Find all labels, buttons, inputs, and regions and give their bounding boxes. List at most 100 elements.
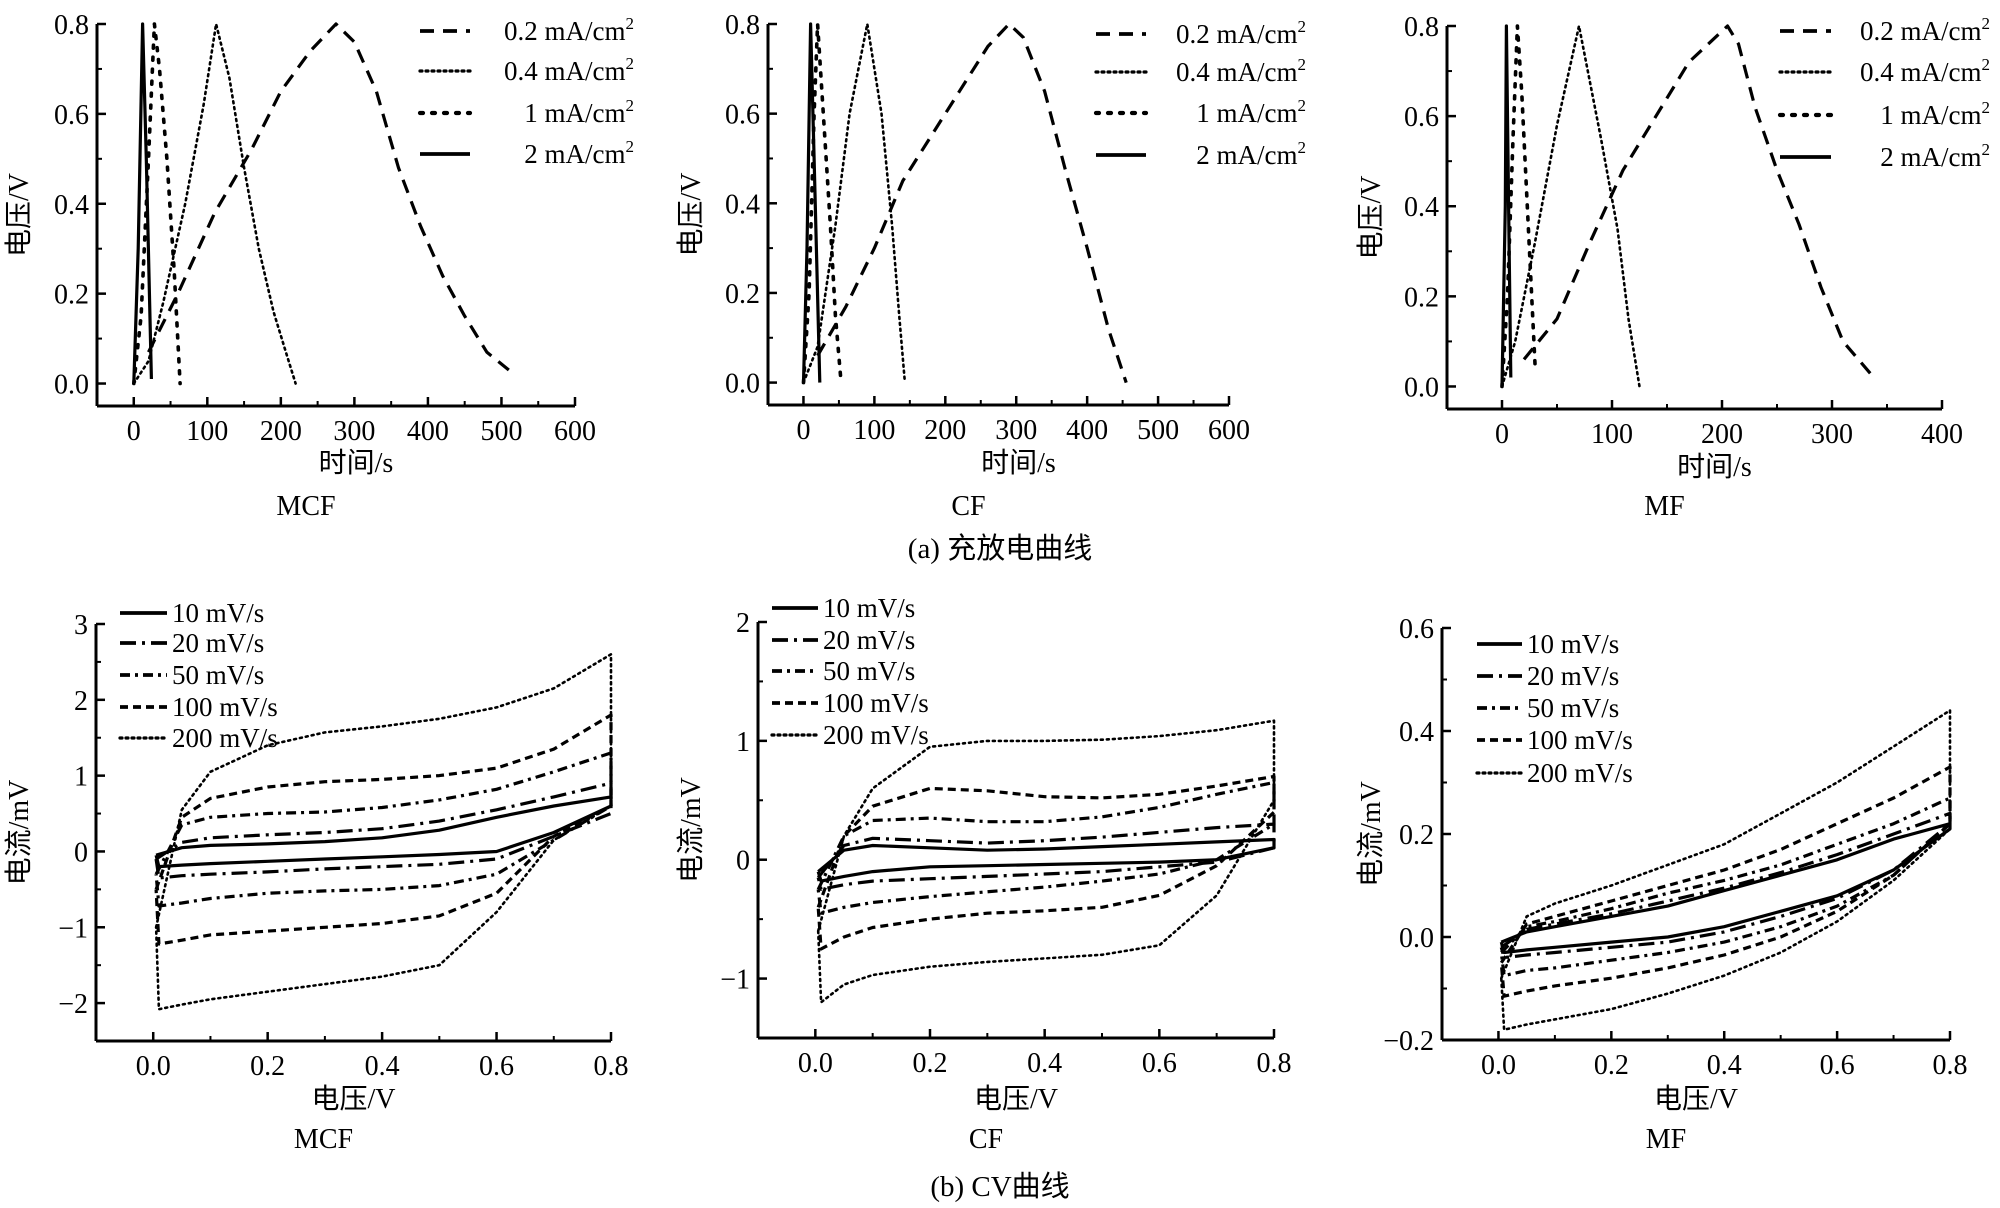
x-tick-label: 0 bbox=[796, 415, 810, 446]
legend-text: 2 mA/cm bbox=[524, 139, 625, 169]
y-tick-label: 0.0 bbox=[1404, 372, 1439, 403]
x-tick-label: 0.2 bbox=[250, 1051, 285, 1082]
legend-superscript: 2 bbox=[1298, 96, 1307, 115]
y-tick-label: −1 bbox=[720, 965, 750, 996]
y-tick-label: 2 bbox=[74, 686, 88, 717]
series-line-0 bbox=[816, 22, 1128, 384]
x-tick-label: 0.8 bbox=[594, 1051, 629, 1082]
legend-text: 20 mV/s bbox=[1527, 661, 1619, 691]
y-tick-label: 0.8 bbox=[1404, 12, 1439, 43]
legend-label: 0.4 mA/cm2 bbox=[1860, 55, 1990, 87]
legend-label: 20 mV/s bbox=[823, 625, 915, 655]
legend-text: 10 mV/s bbox=[823, 593, 915, 623]
series-line-3 bbox=[1499, 765, 1952, 998]
chart-gcd-mcf: 0 100 200 300 400 500 600 0.0 0.2 0.4 0.6 0.8 时间/s 电压… bbox=[3, 10, 634, 522]
x-axis-title: 时间/s bbox=[319, 447, 394, 479]
series-line-3 bbox=[154, 713, 613, 946]
series-line-1 bbox=[1499, 811, 1952, 960]
series-line-4 bbox=[1500, 709, 1952, 1031]
y-axis-title: 电压/V bbox=[675, 172, 707, 256]
x-axis-title: 时间/s bbox=[981, 447, 1056, 479]
legend-label: 10 mV/s bbox=[172, 598, 264, 628]
legend-text: 200 mV/s bbox=[172, 723, 278, 753]
x-tick-label: 300 bbox=[995, 415, 1037, 446]
legend-text: 1 mA/cm bbox=[1880, 100, 1981, 130]
x-tick-label: 0.6 bbox=[1142, 1048, 1177, 1079]
legend-text: 50 mV/s bbox=[1527, 693, 1619, 723]
x-tick-label: 400 bbox=[1066, 415, 1108, 446]
series-line-3 bbox=[816, 774, 1276, 951]
legend-label: 0.2 mA/cm2 bbox=[504, 14, 634, 46]
series-line-3 bbox=[1500, 24, 1513, 387]
chart-gcd-cf: 0 100 200 300 400 500 600 0.0 0.2 0.4 0.6 0.8 时间/s 电压… bbox=[675, 10, 1306, 522]
y-tick-label: 0.4 bbox=[725, 189, 760, 220]
x-tick-label: 0.6 bbox=[1820, 1050, 1855, 1081]
chart-gcd-mf: 0 100 200 300 400 0.0 0.2 0.4 0.6 0.8 时间/s 电压/V MF 0.… bbox=[1355, 12, 1990, 522]
x-tick-label: 600 bbox=[1208, 415, 1250, 446]
series-line-0 bbox=[147, 22, 510, 372]
legend-text: 0.2 mA/cm bbox=[1860, 16, 1982, 46]
y-tick-label: 1 bbox=[74, 762, 88, 793]
x-tick-label: 100 bbox=[1591, 419, 1633, 450]
y-tick-label: 0.8 bbox=[54, 10, 89, 41]
series-line-2 bbox=[816, 780, 1276, 915]
panel-label: MCF bbox=[294, 1124, 353, 1155]
legend-label: 1 mA/cm2 bbox=[1880, 98, 1990, 130]
legend-label: 10 mV/s bbox=[823, 593, 915, 623]
series-line-0 bbox=[1499, 822, 1952, 955]
y-axis-title: 电压/V bbox=[1355, 175, 1387, 259]
y-tick-label: 0.8 bbox=[725, 10, 760, 41]
x-tick-label: 300 bbox=[1811, 419, 1853, 450]
legend-label: 100 mV/s bbox=[172, 692, 278, 722]
legend-text: 10 mV/s bbox=[172, 598, 264, 628]
x-tick-label: 0.4 bbox=[1707, 1050, 1742, 1081]
legend-label: 50 mV/s bbox=[1527, 693, 1619, 723]
series-line-4 bbox=[816, 719, 1276, 1004]
series-line-3 bbox=[132, 22, 153, 384]
x-tick-label: 0.0 bbox=[798, 1048, 833, 1079]
x-tick-label: 0 bbox=[127, 416, 141, 447]
y-axis-title: 电流/mV bbox=[1355, 781, 1387, 887]
panel-label: CF bbox=[969, 1124, 1003, 1155]
x-tick-label: 0.8 bbox=[1257, 1048, 1292, 1079]
series-line-1 bbox=[816, 822, 1276, 891]
y-tick-label: −1 bbox=[58, 913, 88, 944]
x-axis-title: 电压/V bbox=[974, 1083, 1058, 1115]
legend-label: 1 mA/cm2 bbox=[524, 96, 634, 128]
x-tick-label: 200 bbox=[1701, 419, 1743, 450]
legend-label: 2 mA/cm2 bbox=[1196, 138, 1306, 170]
legend-superscript: 2 bbox=[626, 54, 635, 73]
series-line-1 bbox=[802, 22, 907, 384]
x-tick-label: 600 bbox=[554, 416, 596, 447]
legend-label: 20 mV/s bbox=[172, 628, 264, 658]
x-tick-label: 0.4 bbox=[1027, 1048, 1062, 1079]
x-axis-title: 电压/V bbox=[311, 1083, 395, 1115]
x-tick-label: 200 bbox=[260, 416, 302, 447]
legend-label: 50 mV/s bbox=[823, 656, 915, 686]
x-axis-title: 电压/V bbox=[1654, 1083, 1738, 1115]
panel-label: MF bbox=[1644, 491, 1684, 522]
series-line-1 bbox=[154, 781, 613, 880]
legend-label: 2 mA/cm2 bbox=[1880, 140, 1990, 172]
legend-superscript: 2 bbox=[1298, 55, 1307, 74]
legend-label: 0.4 mA/cm2 bbox=[1176, 55, 1306, 87]
y-tick-label: 0.2 bbox=[725, 279, 760, 310]
y-tick-label: 0.0 bbox=[1399, 923, 1434, 954]
series-line-2 bbox=[1500, 24, 1537, 389]
panel-label: MF bbox=[1646, 1124, 1686, 1155]
y-tick-label: 0.0 bbox=[54, 370, 89, 401]
legend-text: 1 mA/cm bbox=[524, 98, 625, 128]
x-tick-label: 0.0 bbox=[1481, 1050, 1516, 1081]
legend-label: 100 mV/s bbox=[1527, 725, 1633, 755]
series-line-4 bbox=[154, 653, 613, 1011]
x-tick-label: 500 bbox=[1137, 415, 1179, 446]
legend-label: 0.2 mA/cm2 bbox=[1860, 14, 1990, 46]
legend-superscript: 2 bbox=[626, 96, 635, 115]
y-tick-label: 0.4 bbox=[1404, 192, 1439, 223]
series-line-1 bbox=[1500, 24, 1641, 388]
y-axis-title: 电流/mV bbox=[3, 780, 35, 886]
y-tick-label: 0.6 bbox=[1404, 102, 1439, 133]
legend-label: 200 mV/s bbox=[823, 720, 929, 750]
y-tick-label: −0.2 bbox=[1383, 1026, 1434, 1057]
legend-text: 0.4 mA/cm bbox=[504, 56, 626, 86]
